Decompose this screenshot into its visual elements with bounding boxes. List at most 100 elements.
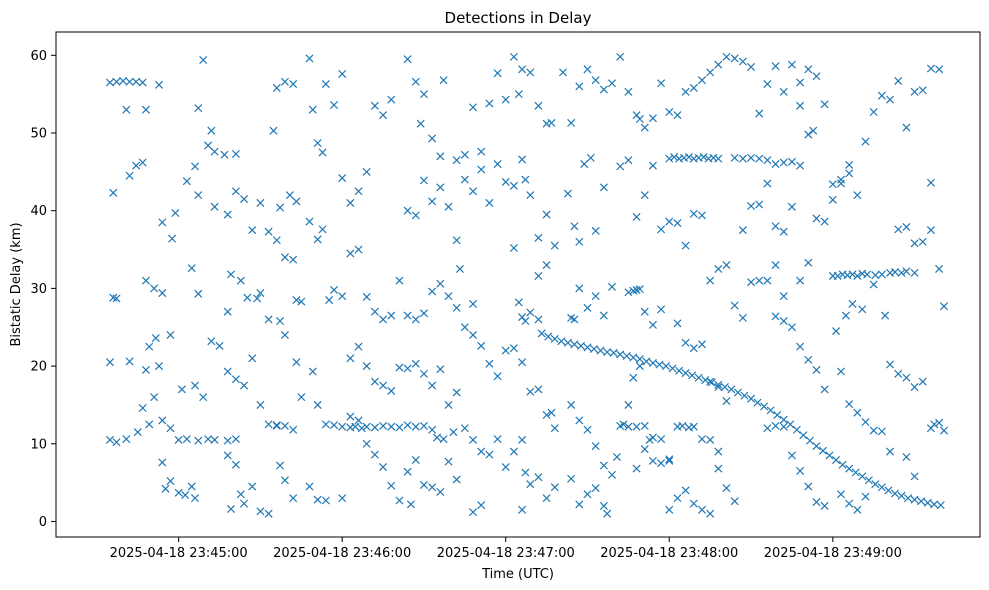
y-tick-label: 60 (30, 49, 47, 64)
y-axis: 0 10 20 30 40 50 60 (30, 49, 56, 530)
data-point (240, 499, 249, 508)
data-point (917, 497, 926, 506)
data-point (910, 239, 919, 248)
data-point (673, 494, 682, 503)
data-point (272, 421, 281, 430)
x-tick-label: 2025-04-18 23:47:00 (437, 546, 575, 561)
data-point (935, 418, 944, 427)
plot-frame (55, 31, 981, 538)
data-point (297, 393, 306, 402)
data-point (501, 177, 510, 186)
x-tick-label: 2025-04-18 23:45:00 (110, 546, 248, 561)
data-point (452, 388, 461, 397)
data-point (673, 111, 682, 120)
data-point (223, 436, 232, 445)
data-point (902, 267, 911, 276)
data-point (812, 365, 821, 374)
data-point (215, 341, 224, 350)
data-point (779, 316, 788, 326)
data-point (897, 268, 906, 277)
data-point (567, 118, 576, 127)
data-point (419, 176, 428, 185)
data-point (138, 158, 147, 167)
data-point (428, 425, 437, 434)
data-point (158, 289, 167, 298)
data-point (387, 481, 396, 490)
data-point (612, 452, 621, 462)
data-point (894, 76, 903, 85)
data-point (648, 161, 657, 170)
data-point (547, 118, 556, 127)
data-point (264, 315, 273, 324)
y-tick-label: 20 (30, 360, 47, 375)
data-point (370, 307, 379, 316)
data-point (697, 211, 707, 220)
data-point (411, 422, 420, 431)
data-point (599, 311, 608, 320)
data-point (509, 243, 518, 253)
data-point (773, 410, 782, 420)
data-point (521, 175, 530, 184)
data-point (132, 161, 141, 170)
data-point (722, 484, 731, 493)
data-point (477, 165, 486, 174)
data-point (428, 381, 437, 390)
data-point (935, 264, 944, 273)
data-point (444, 457, 453, 466)
data-point (812, 442, 821, 451)
data-point (771, 62, 780, 71)
data-point (477, 341, 486, 350)
data-point (436, 183, 445, 192)
data-point (763, 156, 772, 165)
data-point (105, 358, 114, 367)
data-point (210, 147, 219, 156)
data-point (240, 381, 249, 390)
data-point (534, 271, 543, 280)
data-point (603, 509, 612, 518)
data-point (714, 383, 723, 392)
data-point (187, 482, 196, 491)
data-point (681, 369, 690, 378)
data-point (469, 299, 478, 308)
data-point (158, 416, 167, 425)
data-point (231, 149, 240, 159)
data-point (308, 367, 317, 376)
data-point (256, 400, 265, 409)
data-point (828, 195, 837, 204)
data-point (753, 398, 762, 407)
data-point (747, 62, 756, 71)
x-axis-label: Time (UTC) (481, 567, 554, 582)
data-point (635, 114, 644, 124)
data-point (760, 402, 769, 411)
data-point (329, 285, 339, 294)
data-point (455, 264, 464, 273)
data-point (112, 438, 121, 447)
data-point (485, 359, 494, 368)
data-point (477, 447, 486, 456)
data-point (395, 276, 404, 285)
data-point (313, 139, 322, 148)
data-point (570, 222, 579, 231)
data-point (771, 261, 780, 270)
data-point (890, 268, 899, 277)
data-point (493, 372, 502, 381)
data-point (187, 264, 196, 273)
data-point (858, 305, 867, 314)
data-point (141, 365, 150, 374)
data-point (526, 308, 535, 317)
data-point (632, 212, 641, 221)
data-point (436, 279, 445, 288)
data-point (714, 154, 723, 163)
data-point (395, 423, 404, 432)
data-point (689, 83, 698, 92)
data-point (706, 68, 715, 77)
data-point (264, 420, 273, 429)
data-point (308, 105, 317, 114)
data-point (763, 424, 772, 433)
data-point (171, 208, 180, 218)
data-point (766, 406, 775, 415)
data-point (469, 187, 478, 196)
data-point (145, 420, 154, 429)
data-point (329, 421, 339, 430)
data-point (738, 313, 747, 322)
